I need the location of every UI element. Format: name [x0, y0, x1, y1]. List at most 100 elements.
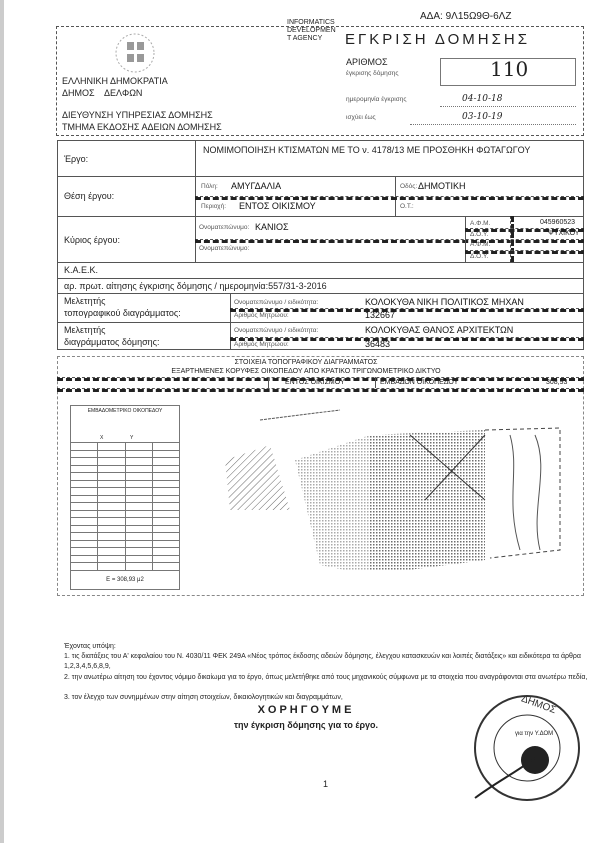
coords-cell: [124, 442, 153, 451]
coords-cell: [124, 562, 153, 571]
coords-cell: [97, 472, 126, 481]
coords-cell: [151, 472, 181, 481]
site-plan-drawing: [225, 409, 561, 570]
municipality: ΔΕΛΦΩΝ: [104, 88, 143, 98]
date-label: ημερομηνία έγκρισης: [346, 96, 407, 103]
coords-cell: [97, 487, 126, 496]
coords-cell: [124, 532, 153, 541]
topo-engineer: ΚΟΛΟΚΥΘΑ ΝΙΚΗ ΠΟΛΙΤΙΚΟΣ ΜΗΧΑΝ: [365, 297, 524, 307]
coords-cell: [124, 487, 153, 496]
coords-cell: [124, 524, 153, 533]
permit-form: [57, 140, 584, 350]
coords-row: [69, 479, 181, 488]
coords-row: [69, 524, 181, 533]
coords-cell: [151, 532, 181, 541]
topo-engineer-label: Μελετητής τοπογραφικού διαγράμματος:: [64, 295, 181, 319]
project-value: ΝΟΜΙΜΟΠΟΙΗΣΗ ΚΤΙΣΜΑΤΩΝ ΜΕ ΤΟ ν. 4178/13 …: [203, 145, 531, 155]
coords-cell: [69, 562, 99, 571]
approval-date: 04-10-18: [462, 94, 503, 104]
name-spec-label: Ονοματεπώνυμο / ειδικότητα:: [234, 327, 319, 334]
coords-cell: [124, 539, 153, 548]
coords-row: [69, 554, 181, 563]
official-stamp-icon: ΔΗΜΟΣ: [474, 693, 580, 801]
coords-cell: [151, 547, 181, 556]
kaek-label: Κ.Α.Ε.Κ.: [64, 265, 99, 275]
coords-cell: [97, 442, 126, 451]
city-label: Πόλη:: [201, 183, 218, 190]
number-sublabel: έγκρισης δόμησης: [346, 70, 399, 77]
coords-cell: [151, 502, 181, 511]
coords-cell: [151, 517, 181, 526]
coords-row: [69, 532, 181, 541]
coords-cell: [97, 449, 126, 458]
scan-edge: [0, 0, 4, 843]
coords-cell: [69, 554, 99, 563]
coords-cell: [69, 449, 99, 458]
coords-cell: [124, 464, 153, 473]
coords-cell: [97, 539, 126, 548]
document-title: ΕΓΚΡΙΣΗ ΔΟΜΗΣΗΣ: [345, 31, 530, 48]
label-line: Μελετητής: [64, 296, 106, 306]
permit-number: 110: [490, 57, 529, 81]
municipality-label: ΔΗΜΟΣ: [62, 88, 95, 98]
coords-cell: [151, 494, 181, 503]
agency-logo: INFORMATICS DEVELOPMEN T AGENCY: [287, 19, 336, 43]
number-label: ΑΡΙΘΜΟΣ: [346, 57, 388, 67]
coords-cell: [69, 472, 99, 481]
coords-cell: [151, 479, 181, 488]
plot-area: [295, 435, 370, 570]
area-label: Περιοχή:: [201, 203, 227, 210]
coords-cell: [97, 524, 126, 533]
coords-cell: [97, 562, 126, 571]
coords-row: [69, 539, 181, 548]
build-engineer: ΚΟΛΟΚΥΘΑΣ ΘΑΝΟΣ ΑΡΧΙΤΕΚΤΩΝ: [365, 325, 514, 335]
owner-name-label: Ονοματεπώνυμο:: [199, 224, 250, 231]
topo-area-label: ΕΜΒΑΔΟΝ ΟΙΚΟΠΕΔΟΥ: [380, 379, 459, 386]
coords-cell: [69, 539, 99, 548]
application-info: αρ. πρωτ. αίτησης έγκρισης δόμησης / ημε…: [64, 281, 327, 291]
topo-zone: ΕΝΤΟΣ ΟΙΚΙΣΜΟΥ: [285, 379, 345, 386]
reg-label: Αριθμός Μητρώου:: [234, 312, 289, 319]
coords-row: [69, 457, 181, 466]
topo-reg: 132667: [365, 310, 396, 320]
coords-cell: [124, 479, 153, 488]
coords-cell: [69, 524, 99, 533]
afm2-label: Α.Φ.Μ.: [470, 241, 491, 248]
label-line: Μελετητής: [64, 325, 106, 335]
coords-cell: [151, 457, 181, 466]
country: ΕΛΛΗΝΙΚΗ ΔΗΜΟΚΡΑΤΙΑ: [62, 76, 168, 86]
coords-row: [69, 449, 181, 458]
reg-label: Αριθμός Μητρώου:: [234, 341, 289, 348]
agency-line: DEVELOPMEN: [287, 27, 336, 34]
agency-line: INFORMATICS: [287, 19, 335, 26]
page-number: 1: [323, 779, 329, 789]
clause-1: 1. τις διατάξεις του Α' κεφαλαίου του Ν.…: [64, 653, 581, 670]
street-value: ΔΗΜΟΤΙΚΗ: [418, 181, 466, 191]
topo-section: [57, 356, 584, 596]
coords-row: [69, 472, 181, 481]
topo-subtitle: ΕΞΑΡΤΗΜΕΝΕΣ ΚΟΡΥΦΕΣ ΟΙΚΟΠΕΔΟΥ ΑΠΟ ΚΡΑΤΙΚ…: [171, 368, 441, 375]
coords-row: [69, 502, 181, 511]
col-x: X: [100, 435, 104, 441]
coords-cell: [69, 487, 99, 496]
afm-value: 045960523: [540, 219, 576, 226]
stamp-signer: για την Υ.ΔΟΜ: [515, 731, 554, 737]
coords-row: [69, 442, 181, 451]
city-value: ΑΜΥΓΔΑΛΙΑ: [231, 181, 282, 191]
coords-cell: [124, 472, 153, 481]
coords-cell: [97, 479, 126, 488]
owner-label: Κύριος έργου:: [64, 235, 120, 245]
directorate: ΔΙΕΥΘΥΝΣΗ ΥΠΗΡΕΣΙΑΣ ΔΟΜΗΣΗΣ: [62, 110, 213, 120]
coordinates-table: [69, 442, 181, 571]
label-line: τοπογραφικού διαγράμματος:: [64, 308, 181, 318]
coords-cell: [124, 457, 153, 466]
grant-heading: ΧΟΡΗΓΟΥΜΕ: [257, 704, 355, 716]
coords-cell: [69, 457, 99, 466]
owner2-name-label: Ονοματεπώνυμο:: [199, 245, 250, 252]
coords-row: [69, 562, 181, 571]
number-box: [440, 58, 576, 86]
name-spec-label: Ονοματεπώνυμο / ειδικότητα:: [234, 299, 319, 306]
coords-cell: [97, 502, 126, 511]
owner-name: ΚΑΝΙΟΣ: [255, 222, 289, 232]
col-y: Y: [130, 435, 134, 441]
